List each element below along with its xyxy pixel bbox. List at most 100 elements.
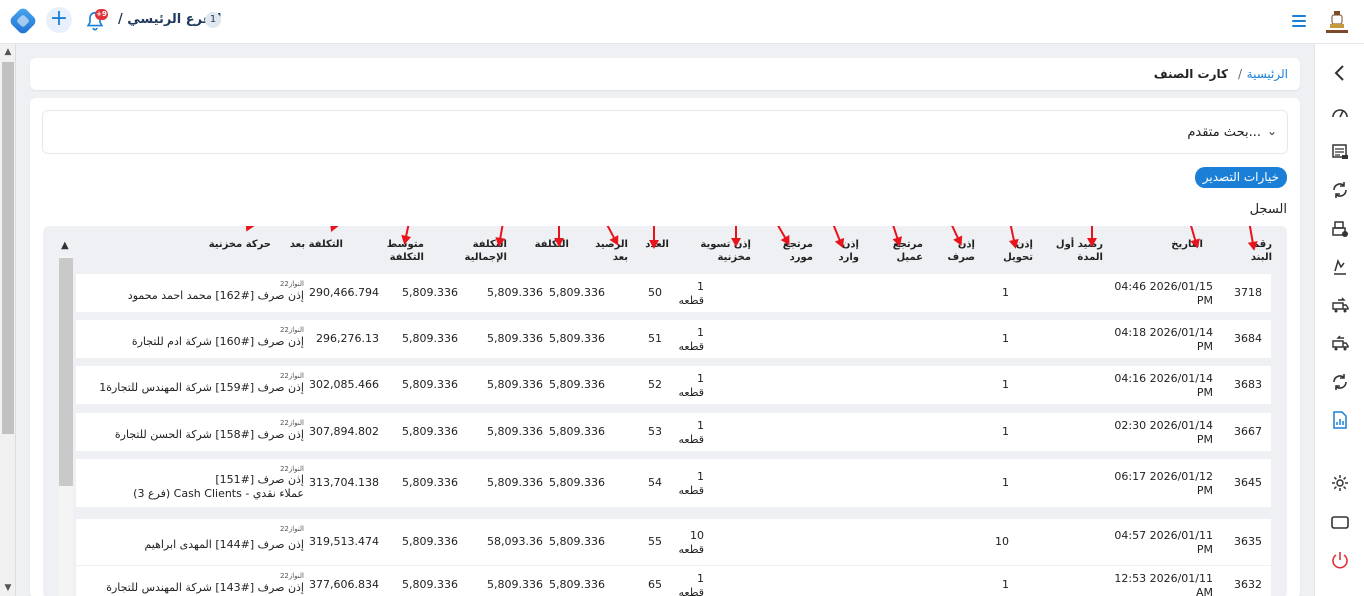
branch-name[interactable]: الفرع الرئيسي / — [118, 12, 222, 27]
cell-cost-after: 319,513.474 — [309, 535, 379, 548]
cell-date: 04:18 2026/01/14 — [1114, 326, 1213, 339]
column-header-line: إذن — [957, 239, 975, 250]
cell-unit: قطعه — [678, 433, 705, 446]
column-header-date[interactable]: التاريخ — [1171, 238, 1203, 251]
table-row[interactable]: 3667 02:30 2026/01/14 PM 1 1 قطعه 53 5,809.336 5… — [76, 413, 1271, 451]
cell-date-period: PM — [1196, 340, 1213, 353]
column-header-issue[interactable]: إذن صرف — [948, 238, 976, 264]
invoice-icon[interactable] — [1330, 142, 1350, 162]
export-options-button[interactable]: خيارات التصدير — [1194, 167, 1287, 188]
cell-cost-after: 302,085.466 — [309, 378, 379, 391]
cell-item-no: 3632 — [1234, 578, 1262, 591]
cell-cost: 5,809.336 — [549, 476, 605, 489]
table-row[interactable]: 3718 04:46 2026/01/15 PM 1 1 قطعه 50 5,809.336 5… — [76, 274, 1271, 312]
column-header-supplier-return[interactable]: مرتجع مورد — [783, 238, 813, 264]
column-header-item-no[interactable]: رقم البند — [1251, 238, 1272, 264]
notification-badge: +9 — [95, 9, 108, 20]
column-header-line: الرصيد — [595, 239, 628, 250]
cell-item-no: 3683 — [1234, 378, 1262, 391]
truck-return-icon[interactable] — [1330, 334, 1350, 354]
table-row[interactable]: 3645 06:17 2026/01/12 PM 1 1 قطعه 54 5,809.336 5… — [76, 459, 1271, 507]
cell-date-period: PM — [1196, 543, 1213, 556]
table-scrollbar[interactable] — [59, 256, 73, 596]
cell-cost-after: 296,276.13 — [316, 332, 379, 345]
cell-unit: قطعه — [678, 386, 705, 399]
cell-movement: إذن صرف [#159] شركة المهندس للتجارة1 — [99, 381, 304, 394]
column-header-balance-after[interactable]: الرصيد بعد — [595, 238, 628, 264]
column-header-count[interactable]: العدد — [645, 238, 669, 251]
speedometer-icon[interactable] — [1330, 103, 1350, 123]
column-header-cost-after[interactable]: التكلفة بعد — [290, 238, 343, 251]
column-header-line: عميل — [896, 252, 923, 263]
truck-icon[interactable] — [1330, 296, 1350, 316]
column-header-customer-return[interactable]: مرتجع عميل — [893, 238, 923, 264]
table-scroll-thumb[interactable] — [59, 258, 73, 486]
cell-issue: 1 — [1002, 476, 1009, 489]
power-icon[interactable] — [1330, 550, 1350, 570]
column-header-receipt[interactable]: إذن وارد — [838, 238, 859, 264]
column-header-stock-adjustment[interactable]: إذن تسوية مخزنية — [700, 238, 751, 264]
cell-avg-cost: 5,809.336 — [402, 378, 458, 391]
table-row[interactable]: 3632 12:53 2026/01/11 AM 1 1 قطعه 65 5,809.336 5… — [76, 566, 1271, 596]
gear-icon[interactable] — [1330, 473, 1350, 493]
cell-movement: إذن صرف [#160] شركة ادم للتجارة — [131, 335, 304, 348]
add-button[interactable]: + — [46, 7, 72, 33]
main-card: ⌄ بحث متقدم... خيارات التصدير السجل ▲ رق… — [30, 98, 1300, 596]
column-header-line: التكلفة — [389, 252, 424, 263]
advanced-search-panel[interactable]: ⌄ بحث متقدم... — [42, 110, 1288, 154]
column-header-line: رقم — [1251, 239, 1272, 250]
logo-icon[interactable] — [8, 6, 38, 36]
cell-tag: النواز22 — [279, 372, 304, 380]
column-header-movement[interactable]: حركة مخزنية — [209, 238, 271, 251]
cell-date-period: PM — [1196, 433, 1213, 446]
column-header-cost[interactable]: التكلفة — [535, 238, 569, 251]
cell-cost: 5,809.336 — [549, 578, 605, 591]
cell-issue: 1 — [1002, 378, 1009, 391]
scroll-down-icon[interactable]: ▼ — [4, 583, 12, 593]
cell-cost-after: 290,466.794 — [309, 286, 379, 299]
hand-money-icon[interactable] — [1330, 257, 1350, 277]
cell-tag: النواز22 — [279, 525, 304, 533]
cell-unit: قطعه — [678, 340, 705, 353]
cell-count: 1 — [697, 470, 704, 483]
table-row[interactable]: 3683 04:16 2026/01/14 PM 1 1 قطعه 52 5,809.336 5… — [76, 366, 1271, 404]
cell-movement: إذن صرف [#162] محمد احمد محمود — [127, 289, 304, 302]
cell-cost: 5,809.336 — [549, 535, 605, 548]
chevron-down-icon[interactable]: ⌄ — [1266, 124, 1277, 138]
cell-avg-cost: 5,809.336 — [402, 535, 458, 548]
chart-doc-icon[interactable] — [1330, 410, 1350, 430]
breadcrumb-home-link[interactable]: الرئيسية — [1246, 67, 1288, 81]
cell-movement-line2: عملاء نقدي - Cash Clients (فرع 3) — [133, 487, 304, 500]
column-header-avg-cost[interactable]: متوسط التكلفة — [387, 238, 424, 264]
cell-cost: 5,809.336 — [549, 332, 605, 345]
scroll-thumb[interactable] — [2, 62, 14, 434]
column-header-line: مرتجع — [892, 239, 923, 250]
column-header-line: مورد — [789, 252, 813, 263]
column-header-total-cost[interactable]: التكلفة الإجمالية — [465, 238, 507, 264]
table-row[interactable]: 3635 04:57 2026/01/11 PM 10 10 قطعه 55 5,809.33… — [76, 519, 1271, 565]
org-logo-icon — [1326, 11, 1348, 33]
stock-card-table: ▲ رقم البند التاريخ رصيد أول المدة إذن تحويل إذ… — [43, 226, 1287, 596]
refresh-icon[interactable] — [1330, 180, 1350, 200]
advanced-search-label[interactable]: بحث متقدم... — [1187, 125, 1261, 140]
column-header-line: رصيد أول — [1055, 239, 1103, 250]
page-scrollbar[interactable]: ▲ ▼ — [0, 44, 16, 596]
window-icon[interactable] — [1330, 512, 1350, 532]
printer-icon[interactable] — [1330, 219, 1350, 239]
cell-total-cost: 58,093.36 — [487, 535, 543, 548]
column-header-opening-balance[interactable]: رصيد أول المدة — [1056, 238, 1103, 264]
cell-issue: 10 — [995, 535, 1009, 548]
cell-cost: 5,809.336 — [549, 425, 605, 438]
column-header-transfer[interactable]: إذن تحويل — [1003, 238, 1033, 264]
chevron-left-icon[interactable] — [1330, 63, 1350, 83]
cell-item-no: 3684 — [1234, 332, 1262, 345]
column-header-line: إذن — [841, 239, 859, 250]
column-header-line: التكلفة — [534, 239, 569, 250]
hamburger-icon[interactable] — [1292, 15, 1306, 27]
cell-total-cost: 5,809.336 — [487, 425, 543, 438]
scroll-up-icon[interactable]: ▲ — [4, 47, 12, 57]
table-scroll-up-icon[interactable]: ▲ — [61, 240, 69, 251]
column-header-line: وارد — [838, 252, 859, 263]
table-row[interactable]: 3684 04:18 2026/01/14 PM 1 1 قطعه 51 5,809.336 5… — [76, 320, 1271, 358]
sync-icon[interactable] — [1330, 372, 1350, 392]
